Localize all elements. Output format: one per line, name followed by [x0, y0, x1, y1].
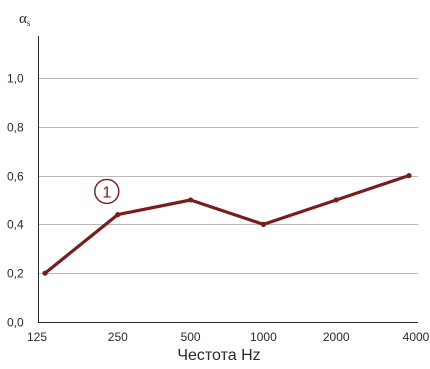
y-tick-label-5: 1,0 — [7, 72, 24, 86]
series-layer — [42, 172, 412, 276]
y-axis-label-main: α — [19, 11, 27, 27]
data-point-0-4 — [333, 197, 339, 203]
data-point-0-1 — [115, 212, 121, 218]
x-tick-label-4: 2000 — [323, 330, 350, 344]
x-axis-label: Честота Hz — [177, 347, 260, 364]
y-tick-label-0: 0,0 — [7, 316, 24, 330]
x-tick-label-3: 1000 — [250, 330, 277, 344]
y-tick-label-4: 0,8 — [7, 121, 24, 135]
axis-layer — [38, 36, 418, 323]
data-point-0-5 — [406, 172, 412, 179]
data-point-0-2 — [188, 197, 194, 203]
x-tick-label-5: 4000 — [403, 330, 430, 344]
y-tick-label-3: 0,6 — [7, 170, 24, 184]
x-tick-label-1: 250 — [108, 330, 128, 344]
y-tick-label-2: 0,4 — [7, 218, 24, 232]
data-point-0-3 — [260, 221, 266, 227]
y-tick-labels: 0,0 0,2 0,4 0,6 0,8 1,0 — [7, 72, 24, 330]
annotation-circle-0 — [94, 178, 120, 205]
x-tick-label-0: 125 — [27, 330, 47, 344]
x-tick-label-2: 500 — [181, 330, 201, 344]
grid-layer — [38, 78, 418, 274]
annotation-label-0: 1 — [102, 184, 111, 201]
y-axis-label-sub: s — [27, 18, 31, 28]
annotation-layer: 1 — [94, 178, 120, 205]
y-tick-label-1: 0,2 — [7, 267, 24, 281]
x-tick-labels: 125 250 500 1000 2000 4000 — [27, 330, 430, 344]
series-line-0 — [43, 173, 411, 275]
data-point-0-0 — [42, 270, 48, 276]
y-axis-label: αs — [19, 11, 31, 28]
